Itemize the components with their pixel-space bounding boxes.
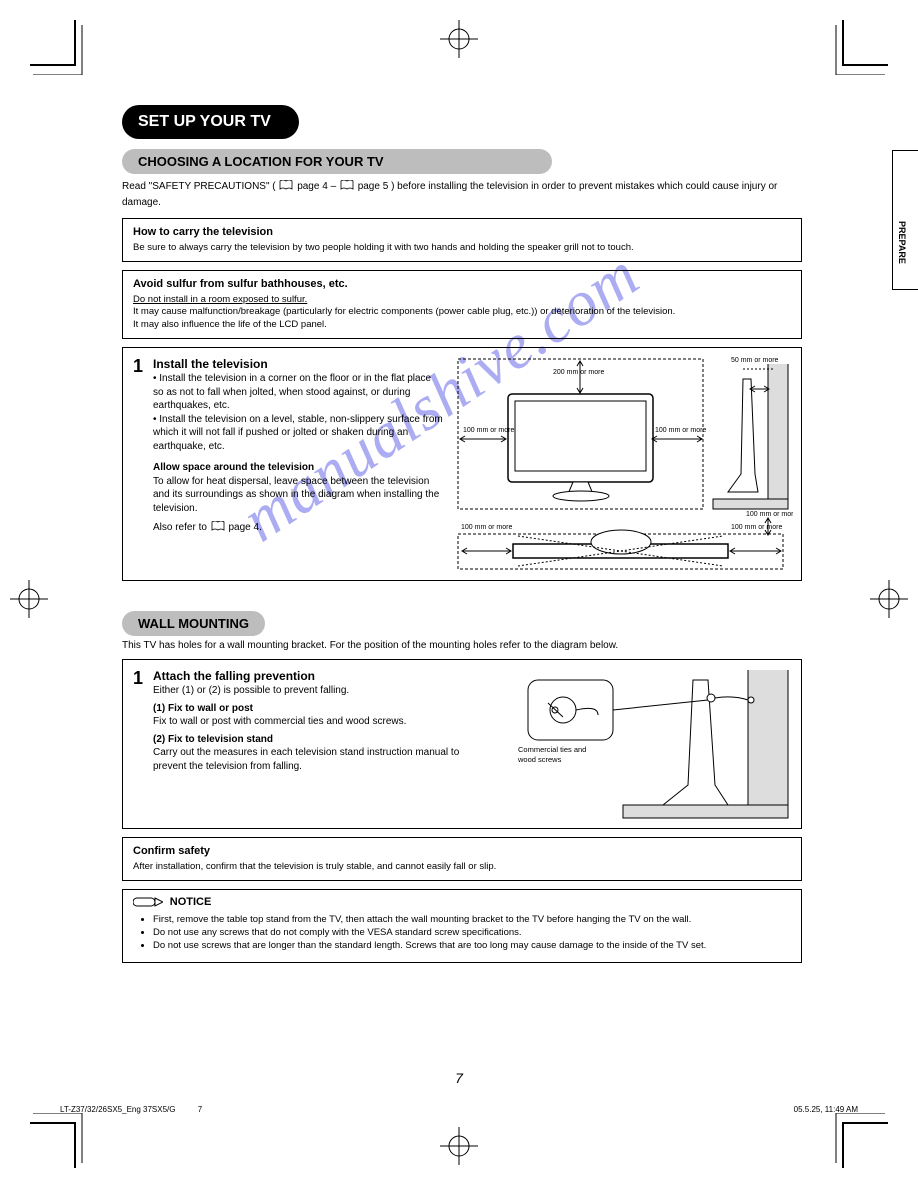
allow-text: To allow for heat dispersal, leave space… — [153, 475, 443, 516]
footer-file: LT-Z37/32/26SX5_Eng 37SX5/G 7 — [60, 1105, 202, 1114]
install-bullet-text: Install the television in a corner on th… — [153, 373, 431, 411]
dim-br: 100 mm or more — [731, 524, 782, 531]
confirm-text: After installation, confirm that the tel… — [133, 861, 791, 874]
page-content: SET UP YOUR TV CHOOSING A LOCATION FOR Y… — [122, 105, 802, 963]
dim-right: 100 mm or more — [655, 427, 706, 434]
crop-mark-bl — [30, 1113, 90, 1168]
carry-heading: How to carry the television — [133, 225, 791, 240]
intro-mid: – — [331, 181, 339, 192]
dim-top: 200 mm or more — [553, 369, 604, 376]
crop-mark-tr — [828, 20, 888, 75]
spacing-diagram: 200 mm or more 100 mm or more 100 mm or … — [453, 354, 793, 577]
pencil-icon — [133, 896, 163, 911]
dim-bl: 100 mm or more — [461, 524, 512, 531]
dim-left: 100 mm or more — [463, 427, 514, 434]
fig-label-1: Commercial ties and — [518, 745, 586, 754]
wall-mount-subtitle: WALL MOUNTING — [122, 611, 265, 636]
notice-item: Do not use any screws that do not comply… — [153, 926, 791, 939]
crop-mark-tl — [30, 20, 90, 75]
confirm-heading: Confirm safety — [133, 844, 791, 859]
reg-mark-left — [10, 580, 48, 621]
fixing-diagram: Commercial ties and wood screws — [493, 670, 793, 823]
install-bullet: • Install the television in a corner on … — [153, 372, 443, 413]
section-subtitle: CHOOSING A LOCATION FOR YOUR TV — [122, 149, 552, 174]
notice-header: NOTICE — [133, 896, 791, 911]
book-icon — [340, 180, 354, 196]
side-tab: PREPARE — [892, 150, 918, 290]
side-tab-label: PREPARE — [897, 221, 907, 264]
avoid-heading: Avoid sulfur from sulfur bathhouses, etc… — [133, 277, 791, 292]
dim-back: 50 mm or more — [731, 357, 779, 364]
intro-text: Read "SAFETY PRECAUTIONS" ( page 4 – pag… — [122, 180, 802, 210]
also-pre: Also refer to — [153, 522, 210, 533]
page-title-pill: SET UP YOUR TV — [122, 105, 299, 139]
carry-text: Be sure to always carry the television b… — [133, 242, 791, 255]
avoid-underline: Do not install in a room exposed to sulf… — [133, 294, 791, 307]
dim-bh: 100 mm or more — [746, 511, 793, 518]
prevention-box: 1 Attach the falling prevention Either (… — [122, 659, 802, 829]
install-bullet-text: Install the television on a level, stabl… — [153, 414, 443, 452]
confirm-box: Confirm safety After installation, confi… — [122, 837, 802, 881]
notice-item: First, remove the table top stand from t… — [153, 913, 791, 926]
also-post: . — [259, 522, 262, 533]
notice-heading: NOTICE — [170, 896, 212, 908]
crop-mark-br — [828, 1113, 888, 1168]
intro-ref2: page 5 — [358, 181, 389, 192]
footer-file-text: LT-Z37/32/26SX5_Eng 37SX5/G — [60, 1105, 175, 1114]
opt1-text: Fix to wall or post with commercial ties… — [153, 715, 463, 729]
book-icon — [211, 521, 225, 537]
opt2-heading: (2) Fix to television stand — [153, 733, 463, 747]
wall-mount-intro: This TV has holes for a wall mounting br… — [122, 640, 802, 651]
intro-ref1: page 4 — [297, 181, 328, 192]
intro-pre: Read "SAFETY PRECAUTIONS" ( — [122, 181, 276, 192]
avoid-line2: It may also influence the life of the LC… — [133, 319, 791, 332]
prev-heading: Attach the falling prevention — [153, 668, 463, 684]
page-number: 7 — [455, 1070, 463, 1086]
reg-mark-top — [440, 20, 478, 61]
also-ref: page 4 — [228, 522, 259, 533]
install-step-number: 1 — [133, 356, 153, 377]
avoid-box: Avoid sulfur from sulfur bathhouses, etc… — [122, 270, 802, 339]
notice-box: NOTICE First, remove the table top stand… — [122, 889, 802, 964]
install-box: 1 Install the television • Install the t… — [122, 347, 802, 581]
book-icon — [279, 180, 293, 196]
install-bullet: • Install the television on a level, sta… — [153, 413, 443, 454]
footer-page-num: 7 — [198, 1105, 202, 1114]
carry-box: How to carry the television Be sure to a… — [122, 218, 802, 262]
reg-mark-bottom — [440, 1127, 478, 1168]
prev-step-number: 1 — [133, 668, 153, 689]
opt2-text: Carry out the measures in each televisio… — [153, 746, 463, 773]
fig-label-2: wood screws — [517, 755, 562, 764]
reg-mark-right — [870, 580, 908, 621]
notice-item: Do not use screws that are longer than t… — [153, 939, 791, 952]
footer-date: 05.5.25, 11:49 AM — [794, 1105, 858, 1114]
opt1-heading: (1) Fix to wall or post — [153, 702, 463, 716]
prev-text: Either (1) or (2) is possible to prevent… — [153, 684, 463, 698]
avoid-line1: It may cause malfunction/breakage (parti… — [133, 306, 791, 319]
